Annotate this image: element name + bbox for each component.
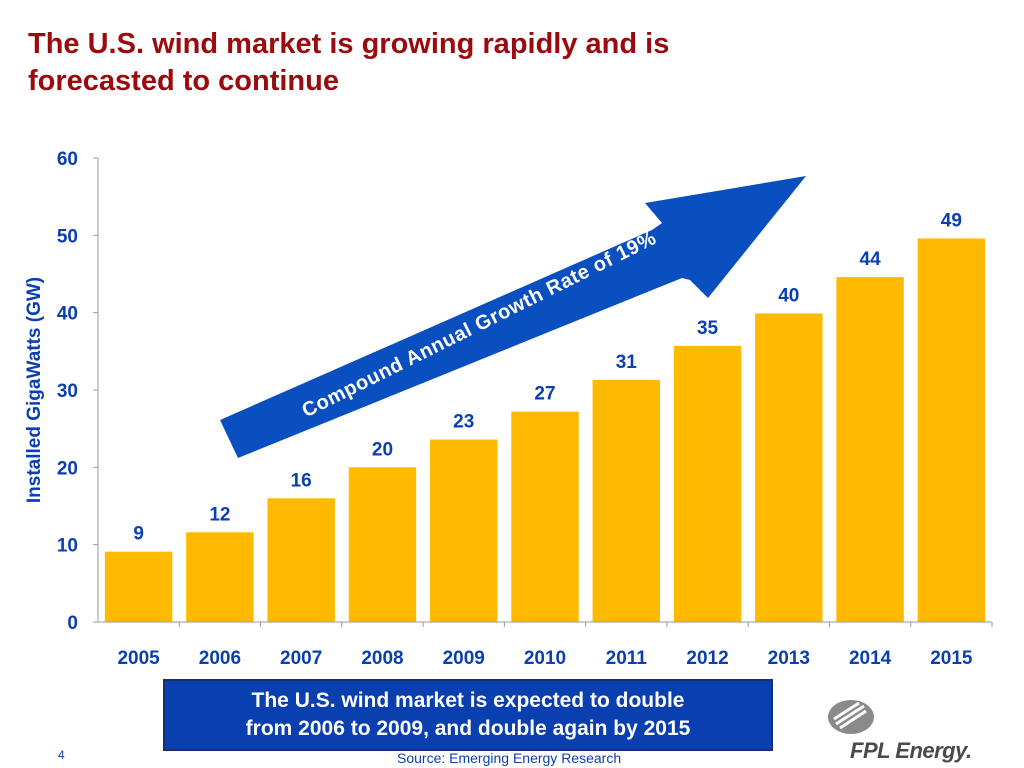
source-note: Source: Emerging Energy Research: [397, 750, 622, 766]
x-tick-label: 2013: [768, 648, 810, 669]
growth-arrow: [220, 176, 806, 458]
data-label: 35: [697, 318, 719, 339]
slide-title-line-1: The U.S. wind market is growing rapidly …: [28, 28, 670, 60]
y-tick-label: 60: [57, 149, 78, 170]
x-tick-label: 2011: [606, 648, 648, 669]
y-axis-label: Installed GigaWatts (GW): [24, 277, 45, 503]
data-label: 40: [778, 285, 799, 306]
bar: [511, 411, 579, 622]
x-tick-label: 2008: [361, 648, 403, 669]
x-tick-label: 2012: [686, 648, 728, 669]
slide-title-line-2: forecasted to continue: [28, 65, 339, 97]
slide-title: The U.S. wind market is growing rapidly …: [28, 26, 788, 100]
data-label: 12: [209, 504, 230, 525]
company-logo-text: FPL Energy.: [850, 738, 972, 763]
callout-line-2: from 2006 to 2009, and double again by 2…: [245, 717, 691, 740]
bar: [592, 379, 661, 622]
x-tick-label: 2007: [280, 648, 322, 669]
bar: [186, 532, 254, 622]
x-tick-label: 2010: [524, 648, 566, 669]
bar: [917, 238, 986, 622]
y-tick-label: 20: [57, 458, 78, 479]
bar: [104, 551, 173, 622]
data-label: 9: [133, 524, 144, 545]
data-label: 44: [860, 249, 882, 270]
bar: [348, 467, 417, 622]
callout-line-1: The U.S. wind market is expected to doub…: [251, 689, 685, 712]
bar: [755, 313, 823, 622]
data-label: 49: [941, 210, 962, 231]
y-tick-label: 50: [57, 226, 78, 247]
x-tick-label: 2015: [930, 648, 973, 669]
bar: [673, 345, 742, 622]
fpl-logo-icon: [828, 700, 874, 734]
bar: [267, 498, 335, 622]
page-number: 4: [58, 748, 65, 762]
x-tick-label: 2014: [849, 648, 892, 669]
x-tick-label: 2009: [443, 648, 485, 669]
data-label: 31: [616, 352, 638, 373]
y-tick-label: 0: [67, 613, 78, 634]
bar: [836, 277, 904, 622]
summary-callout: The U.S. wind market is expected to doub…: [163, 679, 773, 751]
data-label: 27: [534, 384, 555, 405]
y-tick-label: 10: [57, 536, 78, 557]
y-tick-label: 30: [57, 381, 78, 402]
bar-chart: Compound Annual Growth Rate of 19% 01020…: [24, 149, 993, 669]
x-tick-label: 2006: [199, 648, 241, 669]
data-label: 23: [453, 411, 474, 432]
bar: [429, 439, 498, 622]
data-label: 16: [291, 470, 312, 491]
y-tick-label: 40: [57, 304, 78, 325]
x-tick-label: 2005: [117, 648, 160, 669]
data-label: 20: [372, 439, 393, 460]
